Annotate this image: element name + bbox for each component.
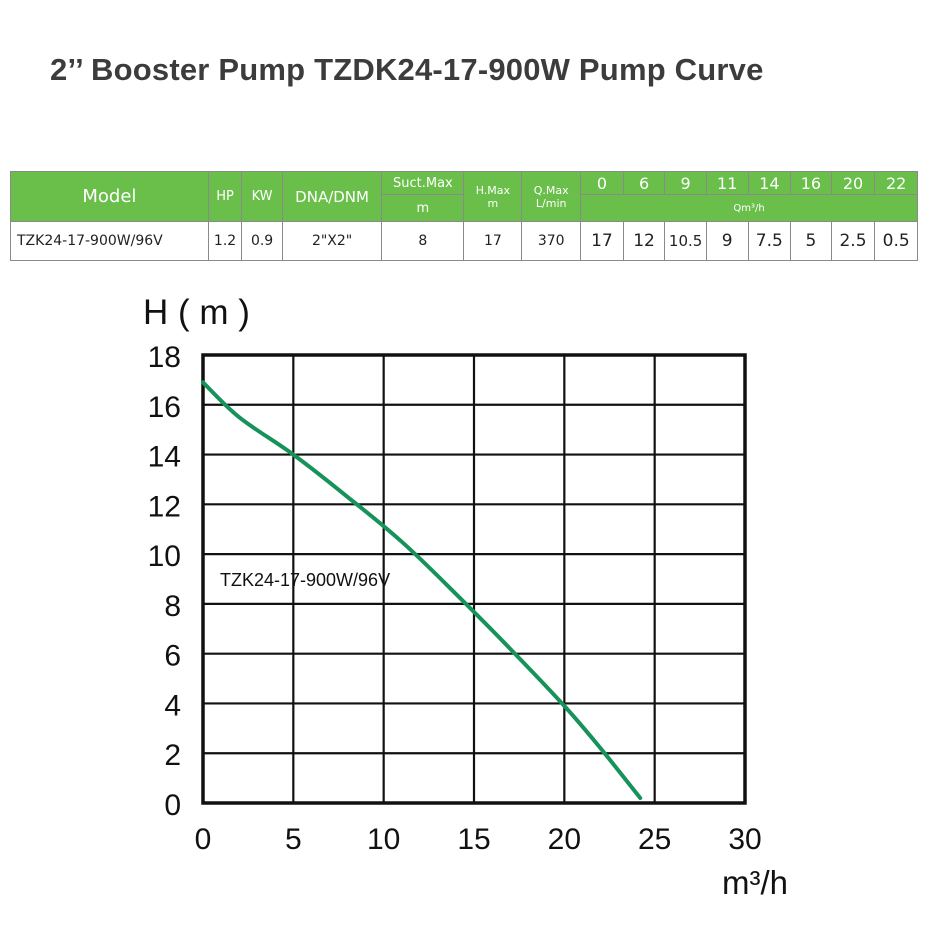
- page-title: 2’’ Booster Pump TZDK24-17-900W Pump Cur…: [50, 52, 764, 87]
- x-tick-label: 0: [195, 823, 212, 856]
- chart-series: [201, 380, 643, 800]
- y-tick-label: 18: [148, 341, 181, 374]
- header-flow-unit: Qm³/h: [580, 194, 918, 222]
- y-tick-label: 8: [164, 590, 181, 623]
- spec-header-row: Model HP KW DNA/DNM Suct.Max H.Max m Q.M…: [10, 171, 918, 222]
- cell-suct-max: 8: [381, 221, 465, 261]
- header-hp: HP: [207, 171, 243, 222]
- cell-head: 17: [580, 221, 624, 261]
- spec-subheader-row: m Qm³/h: [11, 194, 918, 222]
- pump-curve-line: [201, 380, 643, 800]
- chart-ticks: 0 2 4 6 8 10 12 14 16 18 0 5 10 15 20 25 30: [148, 341, 762, 856]
- cell-head: 2.5: [830, 221, 876, 261]
- cell-h-max: 17: [463, 221, 523, 261]
- header-flow-point: 22: [874, 171, 918, 195]
- x-tick-label: 10: [367, 823, 400, 856]
- y-tick-label: 2: [164, 739, 181, 772]
- plot-frame: [201, 353, 747, 805]
- spec-table: Model HP KW DNA/DNM Suct.Max H.Max m Q.M…: [10, 171, 918, 261]
- y-tick-label: 14: [148, 441, 181, 474]
- cell-dna-dnm: 2"X2": [281, 221, 383, 261]
- header-flow-point: 14: [747, 171, 792, 195]
- cell-model: TZK24-17-900W/96V: [10, 221, 209, 261]
- header-h-max-unit: m: [487, 196, 499, 210]
- header-flow-point: 0: [580, 171, 624, 195]
- y-tick-label: 12: [148, 490, 181, 523]
- x-tick-label: 20: [548, 823, 581, 856]
- header-suct-unit: m: [381, 194, 465, 222]
- header-flow-point: 6: [622, 171, 666, 195]
- cell-q-max: 370: [521, 221, 582, 261]
- x-axis-label: m³/h: [722, 864, 788, 901]
- header-q-max: Q.Max L/min: [521, 171, 582, 222]
- header-q-max-label: Q.Max: [533, 183, 569, 197]
- x-tick-label: 30: [728, 823, 761, 856]
- y-tick-label: 6: [164, 640, 181, 673]
- cell-head: 10.5: [664, 221, 707, 261]
- header-flow-point: 11: [705, 171, 749, 195]
- x-tick-label: 25: [638, 823, 671, 856]
- cell-head: 7.5: [747, 221, 792, 261]
- header-flow-point: 9: [664, 171, 707, 195]
- cell-head: 9: [705, 221, 749, 261]
- header-q-max-unit: L/min: [535, 196, 567, 210]
- y-tick-label: 0: [164, 789, 181, 822]
- y-axis-label: H ( m ): [143, 293, 250, 332]
- cell-head: 0.5: [874, 221, 918, 261]
- header-model: Model: [10, 171, 209, 222]
- header-dna-dnm: DNA/DNM: [281, 171, 383, 222]
- cell-head: 5: [790, 221, 832, 261]
- y-tick-label: 16: [148, 391, 181, 424]
- x-tick-label: 5: [285, 823, 302, 856]
- cell-hp: 1.2: [207, 221, 243, 261]
- header-h-max-label: H.Max: [475, 183, 511, 197]
- spec-data-row: TZK24-17-900W/96V 1.2 0.9 2"X2" 8 17 370…: [10, 221, 918, 261]
- y-tick-label: 4: [164, 689, 181, 722]
- x-tick-label: 15: [457, 823, 490, 856]
- chart-grid: [203, 355, 745, 803]
- cell-kw: 0.9: [241, 221, 283, 261]
- series-label: TZK24-17-900W/96V: [220, 570, 390, 590]
- header-suct-max: Suct.Max: [381, 171, 465, 195]
- header-flow-point: 20: [830, 171, 876, 195]
- y-tick-label: 10: [148, 540, 181, 573]
